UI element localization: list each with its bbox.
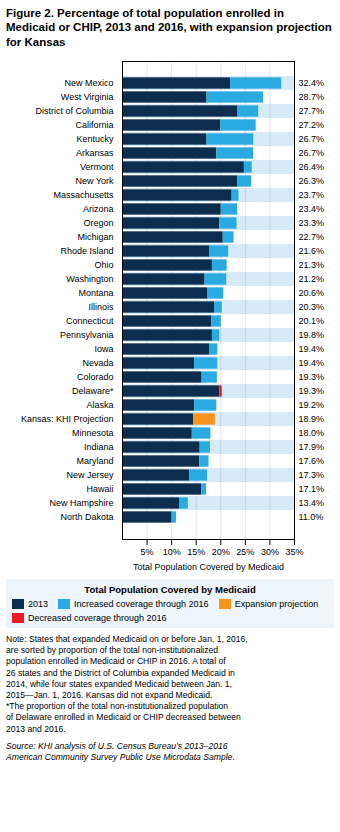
svg-text:21.3%: 21.3% [299,261,325,271]
svg-text:20.1%: 20.1% [299,317,325,327]
svg-text:New Hampshire: New Hampshire [49,499,113,509]
svg-text:North Dakota: North Dakota [60,513,113,523]
svg-text:13.4%: 13.4% [299,499,325,509]
html-text:Expansion projection: Expansion projection [234,599,319,610]
svg-text:California: California [75,121,113,131]
svg-text:11.0%: 11.0% [299,513,324,523]
html-text:Source: KHI analysis of U.S. C: Source: KHI analysis of U.S. Census Bure… [6,740,235,762]
svg-text:22.7%: 22.7% [299,233,325,243]
svg-text:New York: New York [75,177,114,187]
html-text:Decreased coverage through 201: Decreased coverage through 2016 [28,613,167,624]
svg-text:18.9%: 18.9% [299,415,325,425]
svg-text:17.3%: 17.3% [299,471,325,481]
svg-text:19.4%: 19.4% [299,359,325,369]
html-text:2013: 2013 [28,599,48,610]
svg-text:Arkansas: Arkansas [76,149,114,159]
svg-text:23.4%: 23.4% [299,205,325,215]
svg-text:35%: 35% [285,547,303,557]
svg-text:Alaska: Alaska [86,401,113,411]
svg-text:20.6%: 20.6% [299,289,325,299]
svg-text:32.4%: 32.4% [299,79,325,89]
svg-text:20.3%: 20.3% [299,303,325,313]
svg-text:30%: 30% [261,547,279,557]
svg-text:Connecticut: Connecticut [66,317,114,327]
svg-text:23.3%: 23.3% [299,219,325,229]
svg-text:27.7%: 27.7% [299,107,325,117]
svg-text:17.6%: 17.6% [299,457,325,467]
svg-text:Pennsylvania: Pennsylvania [60,331,114,341]
svg-text:Arizona: Arizona [83,205,114,215]
svg-text:19.8%: 19.8% [299,331,325,341]
svg-text:Illinois: Illinois [88,303,114,313]
svg-text:21.2%: 21.2% [299,275,325,285]
svg-text:Washington: Washington [66,275,113,285]
svg-text:17.9%: 17.9% [299,443,325,453]
svg-text:19.2%: 19.2% [299,401,325,411]
svg-text:Minnesota: Minnesota [72,429,114,439]
svg-text:28.7%: 28.7% [299,93,325,103]
svg-text:Kentucky: Kentucky [76,135,114,145]
svg-text:5%: 5% [141,547,154,557]
svg-text:20%: 20% [212,547,230,557]
svg-text:Hawaii: Hawaii [86,485,113,495]
svg-text:Delaware*: Delaware* [72,387,114,397]
svg-text:19.4%: 19.4% [299,345,325,355]
svg-text:Nevada: Nevada [82,359,113,369]
svg-text:27.2%: 27.2% [299,121,325,131]
svg-text:District of Columbia: District of Columbia [35,107,113,117]
svg-text:19.3%: 19.3% [299,387,325,397]
svg-text:Rhode Island: Rhode Island [60,247,113,257]
svg-text:23.7%: 23.7% [299,191,325,201]
svg-text:New Jersey: New Jersey [66,471,114,481]
svg-text:Massachusetts: Massachusetts [53,191,114,201]
svg-text:15%: 15% [187,547,205,557]
svg-text:18.0%: 18.0% [299,429,325,439]
svg-text:26.3%: 26.3% [299,177,325,187]
svg-text:West Virginia: West Virginia [61,93,114,103]
svg-text:Oregon: Oregon [83,219,113,229]
svg-text:21.6%: 21.6% [299,247,325,257]
svg-text:Iowa: Iowa [94,345,113,355]
svg-text:Montana: Montana [78,289,113,299]
svg-text:Total Population Covered by Me: Total Population Covered by Medicaid [133,562,284,572]
html-text:Total Population Covered by Me: Total Population Covered by Medicaid [84,584,256,596]
svg-text:Maryland: Maryland [76,457,113,467]
svg-text:Michigan: Michigan [77,233,113,243]
svg-text:19.3%: 19.3% [299,373,325,383]
svg-text:Colorado: Colorado [77,373,114,383]
svg-text:25%: 25% [236,547,254,557]
svg-text:10%: 10% [163,547,181,557]
svg-text:26.7%: 26.7% [299,149,325,159]
svg-text:New Mexico: New Mexico [64,79,113,89]
svg-text:Kansas: KHI Projection: Kansas: KHI Projection [21,415,114,425]
svg-text:17.1%: 17.1% [299,485,325,495]
html-text:Note: States that expanded Med: Note: States that expanded Medicaid on o… [6,634,248,734]
svg-text:Indiana: Indiana [84,443,114,453]
svg-text:Ohio: Ohio [94,261,113,271]
html-text:Increased coverage through 201: Increased coverage through 2016 [74,599,209,610]
svg-text:Vermont: Vermont [80,163,114,173]
svg-text:26.7%: 26.7% [299,135,325,145]
html-text:Figure 2. Percentage of total: Figure 2. Percentage of total population… [6,7,332,48]
svg-text:26.4%: 26.4% [299,163,325,173]
